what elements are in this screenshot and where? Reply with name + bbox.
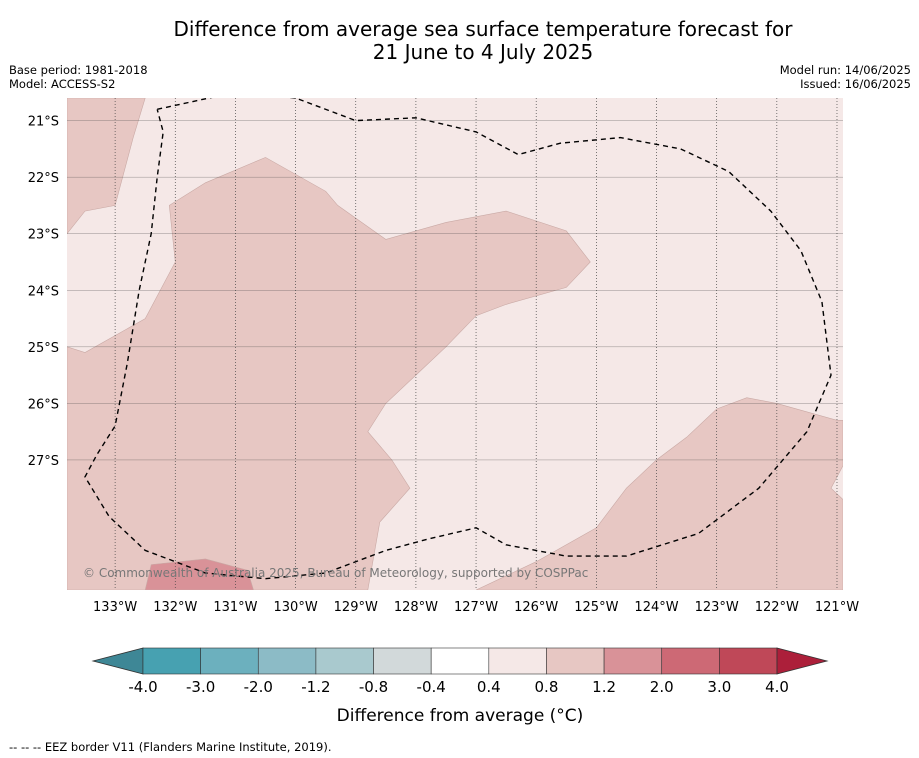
y-axis-ticks: 21°S 22°S 23°S 24°S 25°S 26°S 27°S [28,115,59,469]
anomaly-region-2 [475,397,843,590]
colorbar-label: Difference from average (°C) [337,706,584,726]
colorbar-tick-label: -4.0 [128,678,157,696]
y-tick-label: 25°S [28,341,59,356]
eez-border-layer [84,98,832,580]
x-tick-label: 122°W [755,600,799,615]
colorbar-tick-label: -1.2 [301,678,330,696]
x-tick-label: 128°W [394,600,438,615]
y-tick-label: 26°S [28,397,59,412]
y-tick-label: 22°S [28,171,59,186]
x-tick-label: 123°W [695,600,739,615]
anomaly-region-3 [144,558,254,590]
colorbar-tick-label: 3.0 [707,678,731,696]
eez-border [84,98,832,580]
x-tick-label: 121°W [815,600,859,615]
colorbar-swatch [200,647,259,675]
colorbar-swatch [661,647,720,675]
x-tick-label: 130°W [274,600,318,615]
colorbar-swatch [603,647,663,675]
colorbar-tick-label: -3.0 [186,678,215,696]
colorbar-extend-low [91,647,144,675]
colorbar-tick-label: 4.0 [765,678,789,696]
y-tick-label: 23°S [28,228,59,243]
anomaly-region-1 [67,157,591,590]
colorbar-tick-label: -0.8 [359,678,388,696]
x-tick-label: 133°W [93,600,137,615]
colorbar-swatch [430,647,490,675]
x-tick-label: 131°W [213,600,257,615]
x-tick-label: 132°W [153,600,197,615]
anomaly-region-0 [67,98,146,235]
x-tick-label: 127°W [454,600,498,615]
title-line-2: 21 June to 4 July 2025 [372,40,594,64]
model-run: Model run: 14/06/2025 [779,63,911,77]
colorbar-tick-label: 2.0 [650,678,674,696]
colorbar-tick-labels: -4.0 -3.0 -2.0 -1.2 -0.8 -0.4 0.4 0.8 1.2 2.0 3.0 4… [128,678,789,696]
colorbar-tick-label: 0.4 [477,678,501,696]
model-name: Model: ACCESS-S2 [9,77,116,91]
colorbar-swatch [488,647,547,675]
x-tick-label: 124°W [634,600,678,615]
meta-right: Model run: 14/06/2025 Issued: 16/06/2025 [780,63,911,91]
x-tick-label: 126°W [514,600,558,615]
x-axis-ticks: 133°W 132°W 131°W 130°W 129°W 128°W 127°W 126°W… [93,600,859,615]
colorbar-swatch [315,647,374,675]
meta-left: Base period: 1981-2018 Model: ACCESS-S2 [9,63,148,91]
colorbar-swatch [373,647,432,675]
y-tick-label: 24°S [28,284,59,299]
colorbar [91,647,829,675]
colorbar-extend-high [776,647,829,675]
colorbar-swatch [719,647,778,675]
issued-date: Issued: 16/06/2025 [800,77,911,91]
colorbar-swatch [257,647,317,675]
footer-note: -- -- -- EEZ border V11 (Flanders Marine… [9,740,332,754]
anomaly-regions [67,98,843,590]
colorbar-swatch [142,647,201,675]
colorbar-tick-label: -0.4 [417,678,446,696]
x-tick-label: 125°W [574,600,618,615]
base-period: Base period: 1981-2018 [9,63,148,77]
colorbar-tick-label: -2.0 [244,678,273,696]
colorbar-swatch [546,647,605,675]
colorbar-tick-label: 1.2 [592,678,616,696]
colorbar-tick-label: 0.8 [535,678,559,696]
y-tick-label: 21°S [28,115,59,130]
y-tick-label: 27°S [28,454,59,469]
copyright-notice: © Commonwealth of Australia 2025, Bureau… [83,566,588,580]
x-tick-label: 129°W [334,600,378,615]
graticule [67,98,843,590]
chart-title: Difference from average sea surface temp… [0,18,919,64]
title-line-1: Difference from average sea surface temp… [173,17,793,41]
